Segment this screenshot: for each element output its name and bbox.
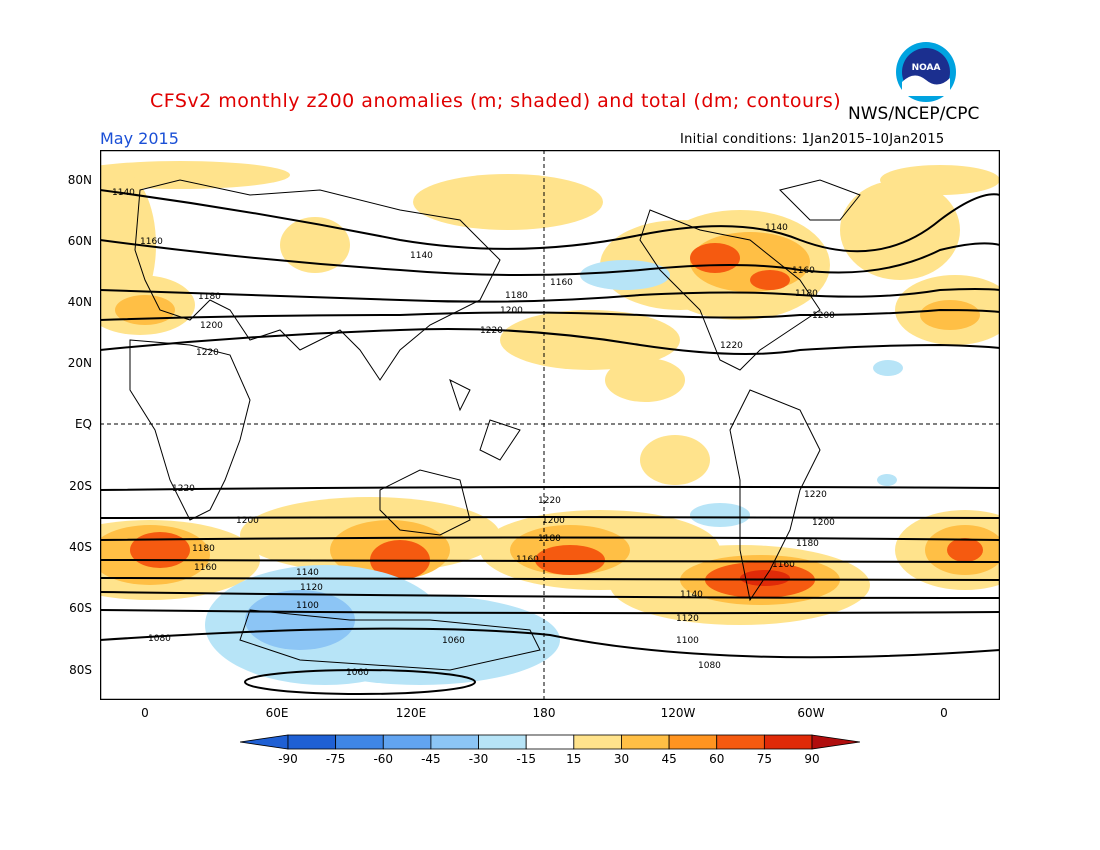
contour-label: 1180 <box>192 544 215 554</box>
contour-label: 1200 <box>500 306 523 316</box>
contour-label: 1140 <box>765 223 788 233</box>
colorbar-tick-label: -60 <box>373 752 394 766</box>
colorbar-tick-label: -15 <box>516 752 536 766</box>
contour-label: 1160 <box>550 278 573 288</box>
contour-label: 1220 <box>172 484 195 494</box>
colorbar-segment <box>478 734 527 750</box>
colorbar-tick-label: -30 <box>468 752 489 766</box>
height-contours <box>100 189 1000 695</box>
lat-label: 80S <box>69 663 92 677</box>
colorbar-segment <box>573 734 622 750</box>
contour-label: 1160 <box>772 560 795 570</box>
colorbar-segment <box>382 734 432 750</box>
contour-label: 1200 <box>200 321 223 331</box>
contour-label: 1120 <box>676 614 699 624</box>
agency-label: NWS/NCEP/CPC <box>848 104 980 124</box>
colorbar-tick-label: -90 <box>278 752 298 766</box>
colorbar-tick-label: 90 <box>804 752 820 766</box>
colorbar-segment <box>335 734 384 750</box>
contour-labels: 1140 1160 1180 1200 1220 1140 1160 1180 … <box>112 188 835 678</box>
contour-label: 1120 <box>300 583 323 593</box>
colorbar <box>240 734 860 750</box>
lon-label: 0 <box>141 706 149 720</box>
contour-label: 1160 <box>792 266 815 276</box>
contour-label: 1220 <box>538 496 561 506</box>
noaa-logo-text: NOAA <box>912 63 941 73</box>
contour-label: 1220 <box>480 326 503 336</box>
contour-label: 1160 <box>516 555 539 565</box>
contour-label: 1080 <box>698 661 721 671</box>
lon-label: 0 <box>940 706 948 720</box>
lon-label: 120W <box>660 706 696 720</box>
contour-label: 1200 <box>236 516 259 526</box>
lon-label: 60W <box>797 706 825 720</box>
lat-label: 80N <box>67 173 92 187</box>
colorbar-low-arrow <box>240 734 289 750</box>
initial-conditions: Initial conditions: 1Jan2015–10Jan2015 <box>680 132 945 147</box>
noaa-logo-icon: NOAA <box>896 42 956 102</box>
colorbar-segment <box>716 734 765 750</box>
contour-label: 1180 <box>505 291 528 301</box>
colorbar-tick-label: 30 <box>613 752 630 766</box>
lon-label: 60E <box>265 706 289 720</box>
colorbar-tick-label: 15 <box>566 752 582 766</box>
contour-label: 1140 <box>410 251 433 261</box>
lon-label: 120E <box>395 706 427 720</box>
lat-label: EQ <box>74 417 92 431</box>
colorbar-segment <box>668 734 718 750</box>
contour-label: 1160 <box>140 237 163 247</box>
lat-label: 40S <box>69 540 92 554</box>
colorbar-segment <box>287 734 337 750</box>
contour-label: 1060 <box>346 668 369 678</box>
contour-label: 1180 <box>198 292 221 302</box>
contour-label: 1100 <box>296 601 319 611</box>
geopotential-map: 1140 1160 1180 1200 1220 1140 1160 1180 … <box>100 150 1000 700</box>
contour-label: 1220 <box>196 348 219 358</box>
contour-label: 1220 <box>804 490 827 500</box>
colorbar-tick-label: -75 <box>325 752 346 766</box>
contour-label: 1080 <box>148 634 171 644</box>
lat-label: 60S <box>69 601 92 615</box>
colorbar-segment <box>621 734 670 750</box>
colorbar-tick-label: -45 <box>421 752 441 766</box>
contour-label: 1100 <box>676 636 699 646</box>
contour-label: 1140 <box>680 590 703 600</box>
colorbar-segment <box>763 734 813 750</box>
contour-label: 1200 <box>812 311 835 321</box>
contour-label: 1200 <box>542 516 565 526</box>
contour-label: 1180 <box>796 539 819 549</box>
colorbar-segment <box>430 734 479 750</box>
contour-label: 1160 <box>194 563 217 573</box>
coastlines <box>129 179 861 671</box>
contour-label: 1180 <box>795 289 818 299</box>
lat-label: 20N <box>67 356 92 370</box>
colorbar-tick-label: 60 <box>709 752 725 766</box>
colorbar-tick-label: 45 <box>661 752 677 766</box>
contour-label: 1060 <box>442 636 465 646</box>
contour-label: 1140 <box>296 568 319 578</box>
colorbar-high-arrow <box>811 734 860 750</box>
contour-label: 1200 <box>812 518 835 528</box>
contour-label: 1180 <box>538 534 561 544</box>
forecast-month: May 2015 <box>100 129 179 148</box>
map-title: CFSv2 monthly z200 anomalies (m; shaded)… <box>150 90 842 112</box>
lat-label: 20S <box>69 479 92 493</box>
contour-label: 1140 <box>112 188 135 198</box>
colorbar-segment <box>525 734 575 750</box>
colorbar-tick-label: 75 <box>756 752 772 766</box>
lat-label: 40N <box>67 295 92 309</box>
lat-label: 60N <box>67 234 92 248</box>
contour-label: 1220 <box>720 341 743 351</box>
lon-label: 180 <box>532 706 556 720</box>
